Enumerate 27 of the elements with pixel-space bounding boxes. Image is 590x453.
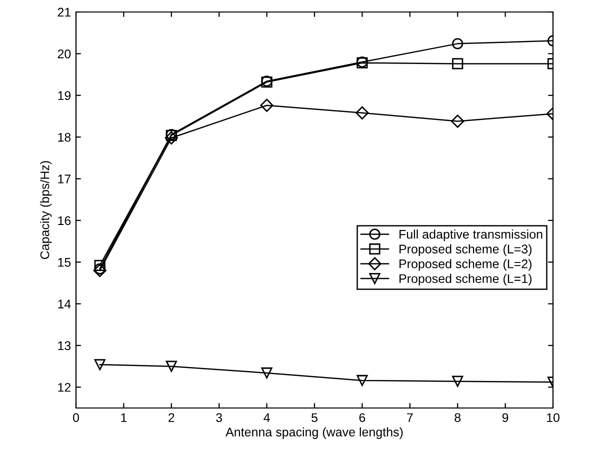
- y-tick-label: 14: [58, 300, 71, 308]
- y-tick-label: 19: [58, 91, 71, 100]
- legend-label: Proposed scheme (L=2): [400, 259, 532, 271]
- x-axis-title: Antenna spacing (wave lengths): [226, 427, 403, 439]
- y-tick-label: 16: [58, 216, 71, 226]
- legend-label: Proposed scheme (L=1): [400, 274, 532, 286]
- legend-label: Proposed scheme (L=3): [400, 244, 532, 256]
- x-tick-label: 8: [454, 413, 461, 422]
- x-tick-label: 3: [216, 413, 222, 422]
- y-tick-label: 17: [58, 174, 71, 184]
- x-tick-label: 7: [407, 413, 413, 422]
- x-tick-label: 5: [312, 413, 318, 422]
- legend-label: Full adaptive transmission: [400, 230, 542, 242]
- y-axis-title: Capacity (bps/Hz): [40, 161, 52, 260]
- y-tick-label: 13: [58, 341, 71, 350]
- x-tick-label: 6: [359, 413, 366, 422]
- x-tick-label: 4: [264, 413, 270, 422]
- x-tick-label: 0: [73, 413, 79, 422]
- x-tick-label: 10: [547, 413, 560, 422]
- y-tick-label: 12: [58, 382, 71, 392]
- x-tick-label: 1: [121, 413, 127, 422]
- y-tick-label: 18: [58, 132, 71, 142]
- y-tick-label: 20: [58, 49, 71, 58]
- x-tick-label: 2: [168, 413, 174, 422]
- y-tick-label: 15: [58, 258, 71, 267]
- y-tick-label: 21: [58, 8, 71, 17]
- x-tick-label: 9: [502, 413, 508, 422]
